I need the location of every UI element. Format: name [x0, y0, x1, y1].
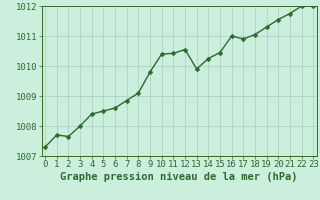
X-axis label: Graphe pression niveau de la mer (hPa): Graphe pression niveau de la mer (hPa) — [60, 172, 298, 182]
